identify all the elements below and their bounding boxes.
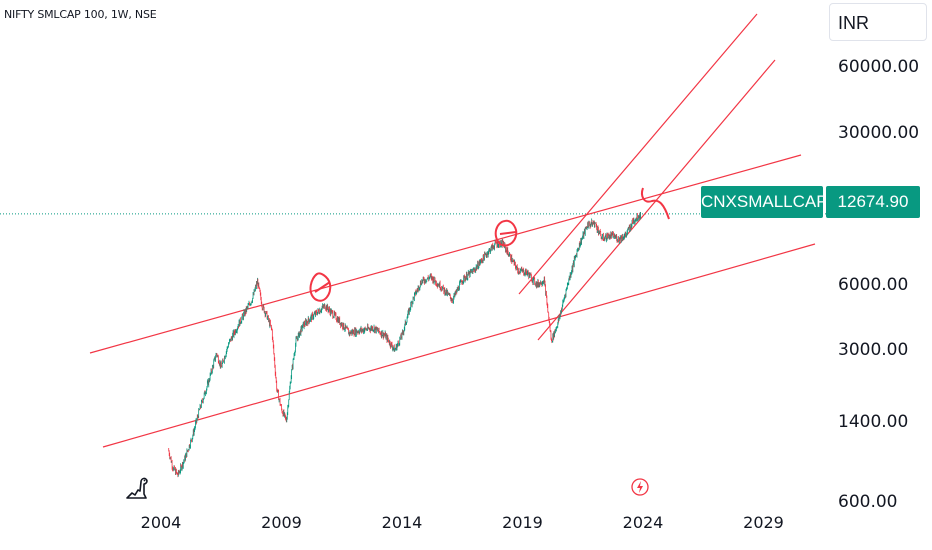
price-axis-label: 30000.00 [838,122,920,143]
trend-lines [89,13,816,448]
price-axis-label: 60000.00 [838,57,920,77]
price-axis-label: 1400.00 [838,412,909,433]
annotations [309,187,670,302]
chart-title: NIFTY SMLCAP 100, 1W, NSE [4,8,157,21]
tradingview-dino-icon[interactable] [124,474,150,500]
currency-selector[interactable]: INR [829,3,927,41]
time-axis-label: 2014 [381,513,423,532]
time-axis-label: 2009 [261,513,302,532]
time-axis-label: 2019 [502,513,543,532]
circle-annotation-2010 [309,272,332,302]
circle-annotation-2018 [494,219,518,247]
last-price-tag: 12674.90 [826,186,920,218]
lightning-icon[interactable] [631,478,649,496]
symbol-label-tag: CNXSMALLCAP [701,186,828,218]
channel-upper-line [89,154,802,354]
hook-annotation-2024 [641,187,670,220]
price-candles [168,212,641,478]
price-axis-label: 600.00 [838,492,898,513]
time-axis-label: 2024 [622,513,664,532]
channel-lower-line [102,243,816,448]
time-axis-label: 2029 [743,513,784,532]
price-axis-label: 3000.00 [838,340,909,361]
price-axis-label: 6000.00 [838,274,909,295]
time-axis-label: 2004 [140,513,182,532]
steep-channel-upper-line [518,13,758,295]
